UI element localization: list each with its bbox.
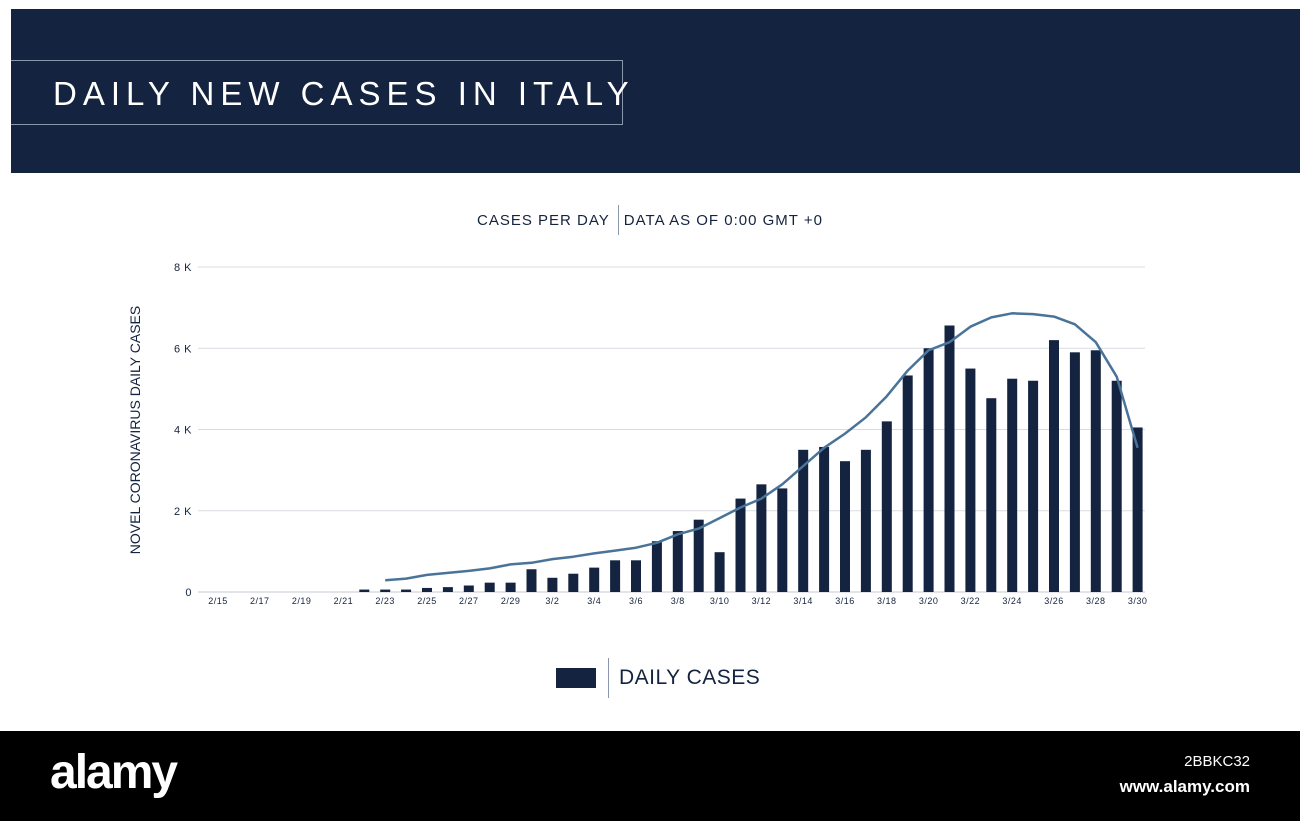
bar: [693, 519, 704, 592]
x-tick-label: 2/25: [417, 596, 437, 606]
bar: [1090, 350, 1101, 592]
image-id: 2BBKC32: [1184, 753, 1250, 770]
bar: [380, 589, 391, 592]
bar: [819, 446, 830, 592]
bar: [756, 484, 767, 592]
x-tick-label: 3/14: [793, 596, 813, 606]
bar: [944, 325, 955, 592]
bar: [1132, 427, 1143, 592]
x-tick-label: 3/6: [629, 596, 643, 606]
bar: [547, 577, 558, 592]
x-tick-label: 2/19: [292, 596, 312, 606]
footer-url: www.alamy.com: [1119, 777, 1250, 796]
bar: [923, 348, 934, 592]
bar: [986, 398, 997, 592]
bar: [610, 560, 621, 592]
bar: [442, 587, 453, 592]
subtitle-divider: [617, 205, 619, 235]
bar: [484, 582, 495, 592]
bar: [505, 582, 516, 592]
x-tick-label: 3/18: [877, 596, 897, 606]
legend: DAILY CASES: [556, 658, 760, 698]
bar: [798, 449, 809, 592]
bar: [1069, 352, 1080, 592]
bar: [860, 449, 871, 592]
footer-bar: alamy 2BBKC32 www.alamy.com: [0, 731, 1300, 821]
page-title: DAILY NEW CASES IN ITALY: [53, 75, 635, 112]
bar: [589, 567, 600, 592]
x-tick-label: 2/27: [459, 596, 479, 606]
bar: [422, 587, 432, 592]
chart: 0 2 K 4 K 6 K 8 K 2/15 2/17 2/19 2/21 2/23 2/25 2/2…: [174, 262, 1148, 606]
x-tick-label: 3/26: [1044, 596, 1064, 606]
x-tick-label: 3/16: [835, 596, 855, 606]
bar: [840, 461, 850, 592]
chart-subtitle: CASES PER DAY DATA AS OF 0:00 GMT +0: [0, 205, 1300, 235]
y-tick-label: 4 K: [174, 425, 192, 437]
bar: [401, 589, 412, 592]
bar: [881, 421, 892, 592]
bar: [568, 573, 579, 592]
subtitle-right: DATA AS OF 0:00 GMT +0: [623, 211, 823, 229]
bar: [359, 589, 370, 592]
bar: [526, 569, 537, 592]
legend-swatch: [556, 668, 596, 688]
legend-divider: [608, 658, 609, 698]
bar: [1111, 380, 1122, 592]
x-tick-label: 3/12: [752, 596, 772, 606]
x-tick-label: 3/22: [961, 596, 981, 606]
bar: [902, 375, 913, 592]
bar: [651, 541, 662, 592]
bar: [1028, 380, 1039, 592]
x-tick-label: 3/8: [671, 596, 685, 606]
bar: [735, 498, 746, 592]
x-tick-label: 3/20: [919, 596, 939, 606]
x-tick-label: 2/21: [334, 596, 354, 606]
bar: [1049, 340, 1059, 592]
bar: [714, 552, 725, 592]
trend-line: [385, 312, 1139, 582]
x-tick-label: 3/4: [587, 596, 601, 606]
x-tick-label: 2/29: [501, 596, 521, 606]
x-tick-label: 3/24: [1002, 596, 1022, 606]
x-tick-label: 3/28: [1086, 596, 1106, 606]
subtitle-left: CASES PER DAY: [477, 211, 610, 229]
x-tick-label: 3/2: [545, 596, 559, 606]
header-banner: DAILY NEW CASES IN ITALY: [11, 9, 1300, 173]
alamy-logo: alamy: [50, 746, 178, 799]
title-box: DAILY NEW CASES IN ITALY: [11, 60, 629, 125]
y-tick-label: 6 K: [174, 343, 192, 355]
y-tick-label: 8 K: [174, 262, 192, 274]
x-tick-label: 3/10: [710, 596, 730, 606]
bar: [965, 368, 976, 592]
x-tick-label: 2/15: [208, 596, 228, 606]
x-tick-label: 2/23: [375, 596, 395, 606]
x-tick-label: 2/17: [250, 596, 270, 606]
bar: [463, 585, 474, 592]
bar: [777, 488, 788, 592]
bar: [631, 560, 641, 592]
y-tick-label: 0: [185, 587, 192, 599]
x-tick-label: 3/30: [1128, 596, 1148, 606]
legend-label: DAILY CASES: [619, 666, 761, 689]
bar: [1007, 378, 1018, 592]
y-tick-label: 2 K: [174, 506, 192, 518]
bar: [672, 531, 683, 592]
